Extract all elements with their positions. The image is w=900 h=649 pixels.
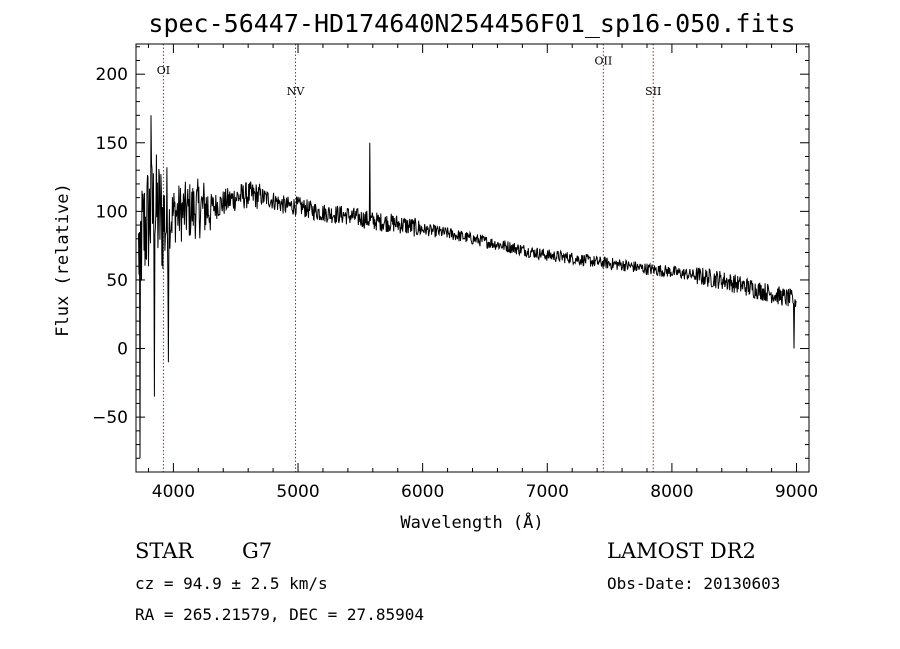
x-axis-label: Wavelength (Å)	[400, 511, 543, 533]
axis-ticks: 4000 5000 6000 7000 8000 9000 −50 0 50 100 150 200	[92, 44, 818, 502]
y-tick-label: 50	[106, 271, 128, 291]
x-tick-label: 7000	[526, 482, 569, 502]
coords-text: RA = 265.21579, DEC = 27.85904	[135, 605, 424, 624]
obs-date-text: Obs-Date: 20130603	[607, 574, 780, 593]
spectrum-series	[138, 115, 797, 459]
y-tick-label: 150	[96, 134, 128, 154]
y-tick-label: 0	[117, 340, 128, 360]
redshift-text: cz = 94.9 ± 2.5 km/s	[135, 574, 328, 593]
subclass: G7	[242, 539, 272, 563]
x-tick-label: 4000	[152, 482, 195, 502]
plot-frame	[135, 43, 810, 473]
chart-title: spec-56447-HD174640N254456F01_sp16-050.f…	[148, 9, 795, 38]
y-axis-label: Flux (relative)	[53, 183, 73, 337]
y-tick-label: −50	[92, 408, 128, 428]
x-tick-label: 6000	[401, 482, 444, 502]
survey-label: LAMOST DR2	[607, 539, 756, 563]
spectrum-line	[138, 115, 797, 459]
object-class: STAR	[135, 539, 194, 563]
emission-line-label: NV	[287, 85, 306, 98]
y-tick-label: 200	[96, 65, 128, 85]
y-tick-label: 100	[96, 202, 128, 222]
emission-line-label: OI	[157, 64, 170, 77]
x-tick-label: 5000	[276, 482, 319, 502]
emission-line-label: SII	[645, 85, 661, 98]
x-tick-label: 8000	[650, 482, 693, 502]
emission-line-label: OII	[595, 55, 613, 68]
x-tick-label: 9000	[775, 482, 818, 502]
